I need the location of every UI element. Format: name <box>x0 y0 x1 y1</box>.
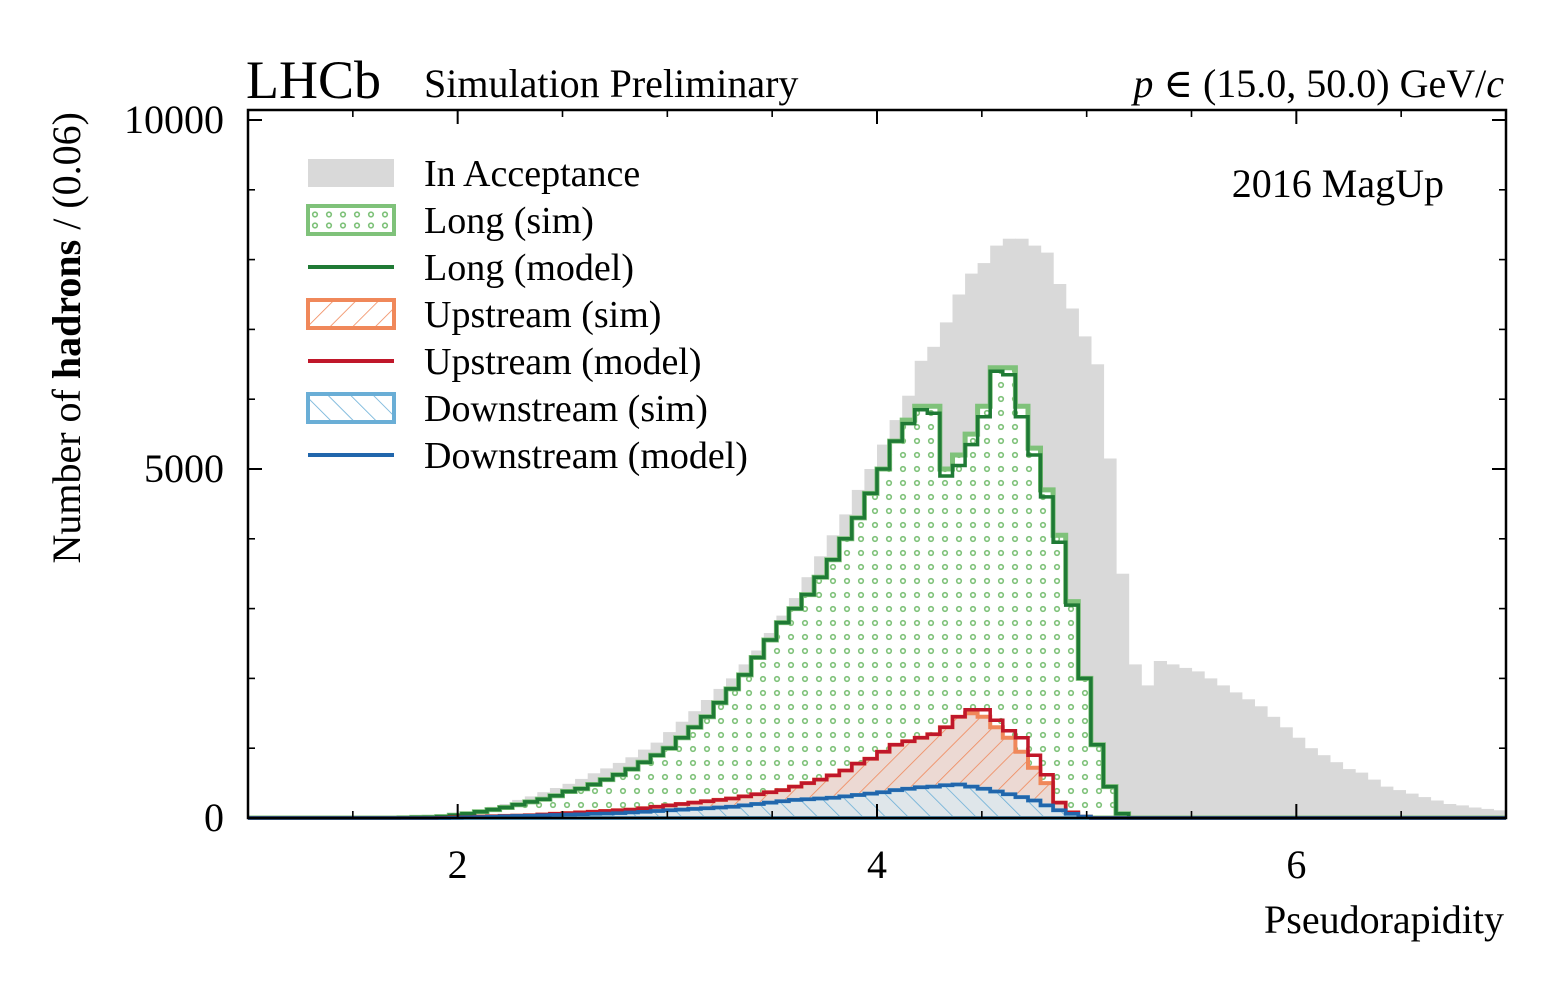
legend-item-downstream-model: Downstream (model) <box>308 435 748 477</box>
legend-swatch <box>306 392 396 424</box>
experiment-logo: LHCb <box>246 50 381 110</box>
acceptance-bin <box>1417 797 1432 818</box>
acceptance-bin <box>1468 807 1482 818</box>
y-tick-label: 0 <box>204 795 224 840</box>
y-axis-title: Number of hadrons / (0.06) <box>44 112 89 564</box>
legend-label: Long (model) <box>424 247 634 289</box>
acceptance-bin <box>1103 458 1117 818</box>
legend-swatch <box>308 159 394 187</box>
y-tick-label: 10000 <box>124 97 224 142</box>
acceptance-bin <box>1493 810 1506 818</box>
series-upstream-sim-hatch <box>248 713 1506 818</box>
legend-item-acceptance: In Acceptance <box>308 153 640 195</box>
acceptance-bin <box>1392 790 1406 818</box>
acceptance-bin <box>1367 779 1381 818</box>
acceptance-bin <box>1216 685 1230 818</box>
acceptance-bin <box>1153 661 1167 818</box>
acceptance-bin <box>1141 685 1155 818</box>
acceptance-bin <box>1317 755 1331 818</box>
legend-swatch <box>306 298 396 330</box>
momentum-range-label: p ∈ (15.0, 50.0) GeV/c <box>1130 61 1504 106</box>
plot-subtitle: Simulation Preliminary <box>424 61 798 106</box>
acceptance-bin <box>1342 769 1356 818</box>
legend-swatch <box>306 204 396 236</box>
acceptance-bin <box>1279 727 1293 818</box>
acceptance-bin <box>1090 364 1105 818</box>
acceptance-bin <box>1355 772 1369 818</box>
legend-label: Upstream (model) <box>424 341 702 383</box>
acceptance-bin <box>1380 786 1394 818</box>
legend-item-upstream-model: Upstream (model) <box>308 341 702 383</box>
x-tick-label: 4 <box>867 842 887 887</box>
legend-item-upstream-sim: Upstream (sim) <box>306 294 661 336</box>
acceptance-bin <box>1405 793 1419 818</box>
acceptance-bin <box>1443 804 1457 818</box>
legend-item-long-model: Long (model) <box>308 247 634 289</box>
series-downstream-sim-hatch <box>248 784 1506 818</box>
acceptance-bin <box>1166 664 1180 818</box>
acceptance-bin <box>1292 737 1306 818</box>
legend-label: In Acceptance <box>424 153 640 195</box>
legend-item-long-sim: Long (sim) <box>306 200 594 242</box>
acceptance-bin <box>1267 716 1281 818</box>
acceptance-bin <box>1128 664 1142 818</box>
acceptance-bin <box>1304 748 1318 818</box>
acceptance-bin <box>1455 805 1469 818</box>
dataset-annotation: 2016 MagUp <box>1232 161 1444 206</box>
legend-label: Downstream (sim) <box>424 388 708 430</box>
x-tick-label: 2 <box>448 842 468 887</box>
acceptance-bin <box>1430 800 1444 818</box>
acceptance-bin <box>1204 678 1218 818</box>
legend-label: Long (sim) <box>424 200 594 242</box>
acceptance-bin <box>1178 667 1193 818</box>
acceptance-bin <box>1229 692 1243 818</box>
x-axis-title: Pseudorapidity <box>1264 897 1504 942</box>
legend: In Acceptance Long (sim) Long (model) Upstr… <box>306 153 748 477</box>
legend-label: Upstream (sim) <box>424 294 661 336</box>
acceptance-bin <box>1241 699 1255 818</box>
acceptance-bin <box>1254 706 1268 818</box>
legend-label: Downstream (model) <box>424 435 748 477</box>
acceptance-bin <box>1506 811 1519 818</box>
acceptance-bin <box>1191 671 1205 818</box>
acceptance-bin <box>1116 573 1130 818</box>
y-tick-label: 5000 <box>144 446 224 491</box>
acceptance-bin <box>1480 808 1494 818</box>
legend-item-downstream-sim: Downstream (sim) <box>306 388 708 430</box>
acceptance-bin <box>1329 762 1344 818</box>
x-tick-label: 6 <box>1286 842 1306 887</box>
